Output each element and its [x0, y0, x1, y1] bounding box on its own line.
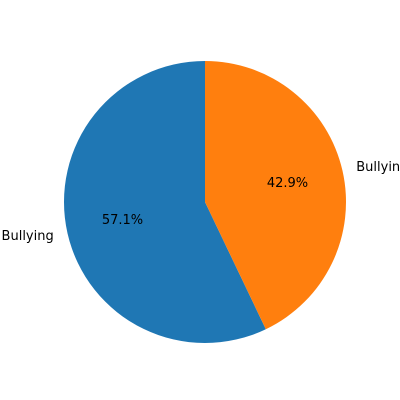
pie-slice-0	[63, 61, 266, 344]
pie-category-label-1: Bullying	[356, 160, 400, 175]
pie-labels: 57.1% Bullying 42.9% Bullying	[2, 160, 400, 244]
pie-slices	[63, 61, 346, 344]
pie-value-label-1: 42.9%	[267, 176, 308, 191]
pie-slice-1	[205, 61, 346, 330]
pie-value-label-0: 57.1%	[102, 213, 143, 228]
pie-category-label-0: Bullying	[2, 229, 54, 244]
